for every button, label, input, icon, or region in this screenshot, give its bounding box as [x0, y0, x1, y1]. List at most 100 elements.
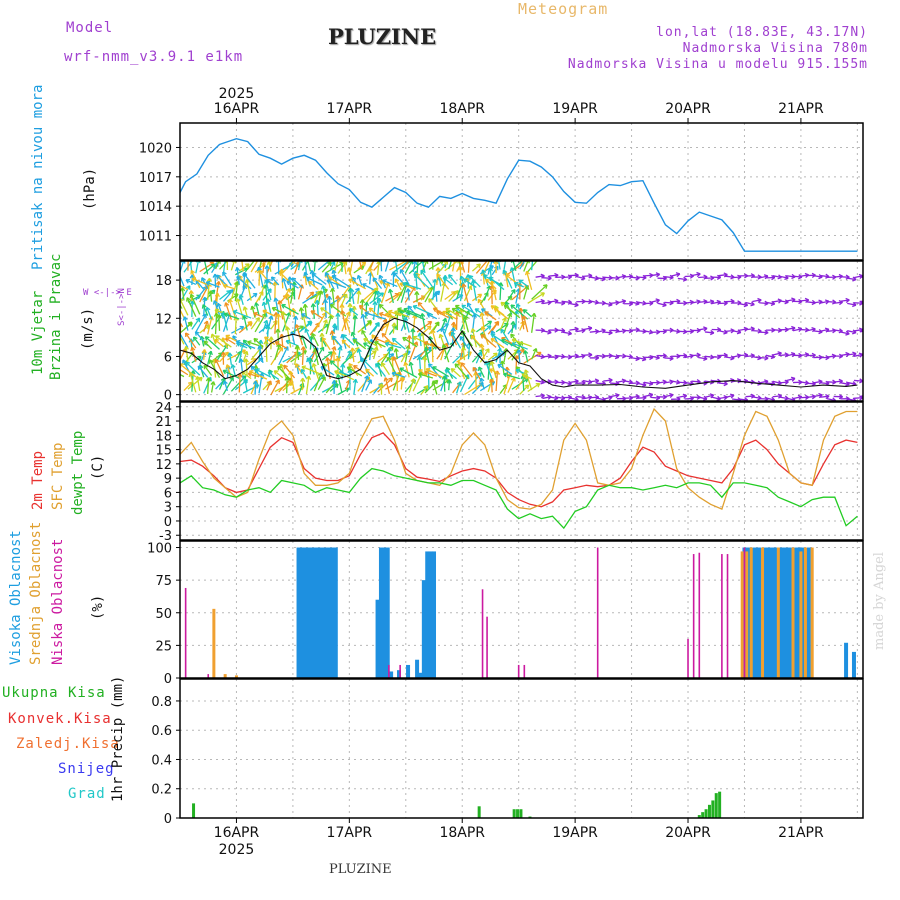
wind-arrow [436, 273, 450, 290]
wind-arrow-purple [847, 381, 857, 385]
wind-arrow [436, 342, 449, 360]
wind-arrow-head [417, 355, 423, 361]
wind-arrow-purple [589, 379, 599, 383]
wind-arrow [363, 338, 378, 348]
wind-arrow [247, 372, 260, 378]
wind-arrow [180, 308, 185, 318]
wind-arrow-head [330, 261, 336, 266]
wind-arrow [388, 325, 397, 335]
wind-arrow-head [442, 317, 448, 323]
wind-arrow [361, 375, 369, 393]
wind-arrow [463, 285, 472, 302]
wind-arrow-purple-head [641, 356, 647, 362]
wind-arrow-head [454, 363, 460, 368]
wind-arrow-head [371, 334, 377, 339]
wind-arrow-purple-head [838, 394, 843, 400]
wind-arrow-head [227, 298, 233, 304]
wind-arrow-head [308, 255, 312, 259]
wind-arrow [285, 340, 299, 347]
wind-arrow-head [247, 340, 252, 346]
wind-arrow [391, 372, 406, 378]
wind-arrow-head [470, 279, 476, 285]
wind-arrow [331, 288, 335, 305]
wind-arrow-purple-head [601, 276, 606, 282]
wind-arrow-purple [847, 302, 857, 306]
wind-arrow-purple [630, 329, 640, 331]
wind-arrow-head [454, 290, 460, 295]
wind-arrow [301, 335, 308, 349]
wind-arrow-head [384, 341, 390, 347]
wind-arrow-purple [813, 274, 823, 278]
wind-arrow-head [356, 348, 362, 353]
wind-arrow [393, 356, 402, 376]
wind-arrow-head [267, 371, 273, 376]
wind-arrow-head [360, 313, 366, 319]
wind-arrow [517, 349, 521, 363]
wind-arrow [365, 287, 379, 305]
wind-arrow-head [237, 373, 243, 378]
wind-arrow-head [319, 332, 325, 337]
wind-arrow-head [300, 346, 306, 351]
wind-arrow [474, 372, 477, 391]
wind-arrow [498, 261, 501, 270]
wind-arrow-head [358, 304, 364, 310]
wind-arrow-purple [664, 394, 674, 398]
wind-arrow-head [329, 360, 335, 365]
wind-arrow-head [300, 377, 306, 382]
wind-arrow-head [433, 291, 439, 296]
wind-arrow [195, 286, 208, 301]
wind-arrow [266, 380, 272, 391]
wind-arrow [236, 267, 240, 285]
wind-arrow [197, 365, 209, 378]
wind-arrow-purple [671, 300, 681, 303]
wind-arrow-purple [582, 327, 592, 331]
wind-arrow [420, 345, 438, 360]
wind-arrow [301, 313, 311, 320]
wind-arrow-head [531, 249, 535, 253]
wind-arrow-head [381, 332, 387, 338]
wind-arrow [345, 380, 351, 390]
wind-arrow-head [509, 267, 515, 272]
wind-arrow-head [270, 276, 276, 282]
wind-arrow [207, 351, 212, 365]
wind-arrow-head [273, 297, 279, 302]
wind-arrow-purple [820, 395, 830, 398]
wind-arrow-purple-head [866, 276, 870, 280]
wind-arrow [426, 313, 438, 320]
wind-arrow [480, 334, 497, 348]
wind-arrow-purple-head [662, 302, 667, 308]
wind-arrow [222, 261, 226, 274]
wind-arrow [203, 364, 213, 376]
wind-arrow [280, 334, 284, 348]
wind-arrow-head [344, 317, 350, 323]
wind-arrow-purple [637, 396, 647, 399]
wind-arrow-head [391, 337, 397, 343]
wind-arrow-purple [698, 276, 708, 279]
wind-arrow-head [271, 306, 277, 312]
cloud-bar-high [316, 547, 321, 678]
wind-arrow-purple-head [770, 354, 776, 360]
wind-arrow-head [503, 372, 508, 378]
wind-arrow-head [351, 253, 355, 257]
time-label-bottom: 18APR [439, 825, 485, 841]
wind-arrow-purple [569, 397, 579, 401]
wind-arrow-purple-head [757, 297, 762, 304]
wind-arrow [292, 308, 296, 319]
wind-arrow [408, 378, 415, 393]
wind-arrow [243, 315, 248, 331]
wind-arrow [317, 261, 330, 271]
wind-arrow-purple [555, 329, 565, 332]
wind-arrow [472, 280, 477, 301]
wind-arrow [226, 364, 232, 379]
wind-arrow-head [281, 304, 286, 309]
wind-arrow [189, 261, 193, 274]
page-title: PLUZINE [328, 24, 437, 49]
wind-arrow-purple [853, 328, 863, 332]
wind-arrow-head [373, 254, 377, 258]
wind-arrow-purple [772, 352, 782, 356]
cloud-bar-high [330, 547, 335, 678]
wind-arrow-head [225, 364, 231, 369]
wind-arrow-head [459, 275, 465, 281]
wind-arrow-purple [664, 301, 674, 304]
wind-arrow-head [303, 255, 307, 259]
